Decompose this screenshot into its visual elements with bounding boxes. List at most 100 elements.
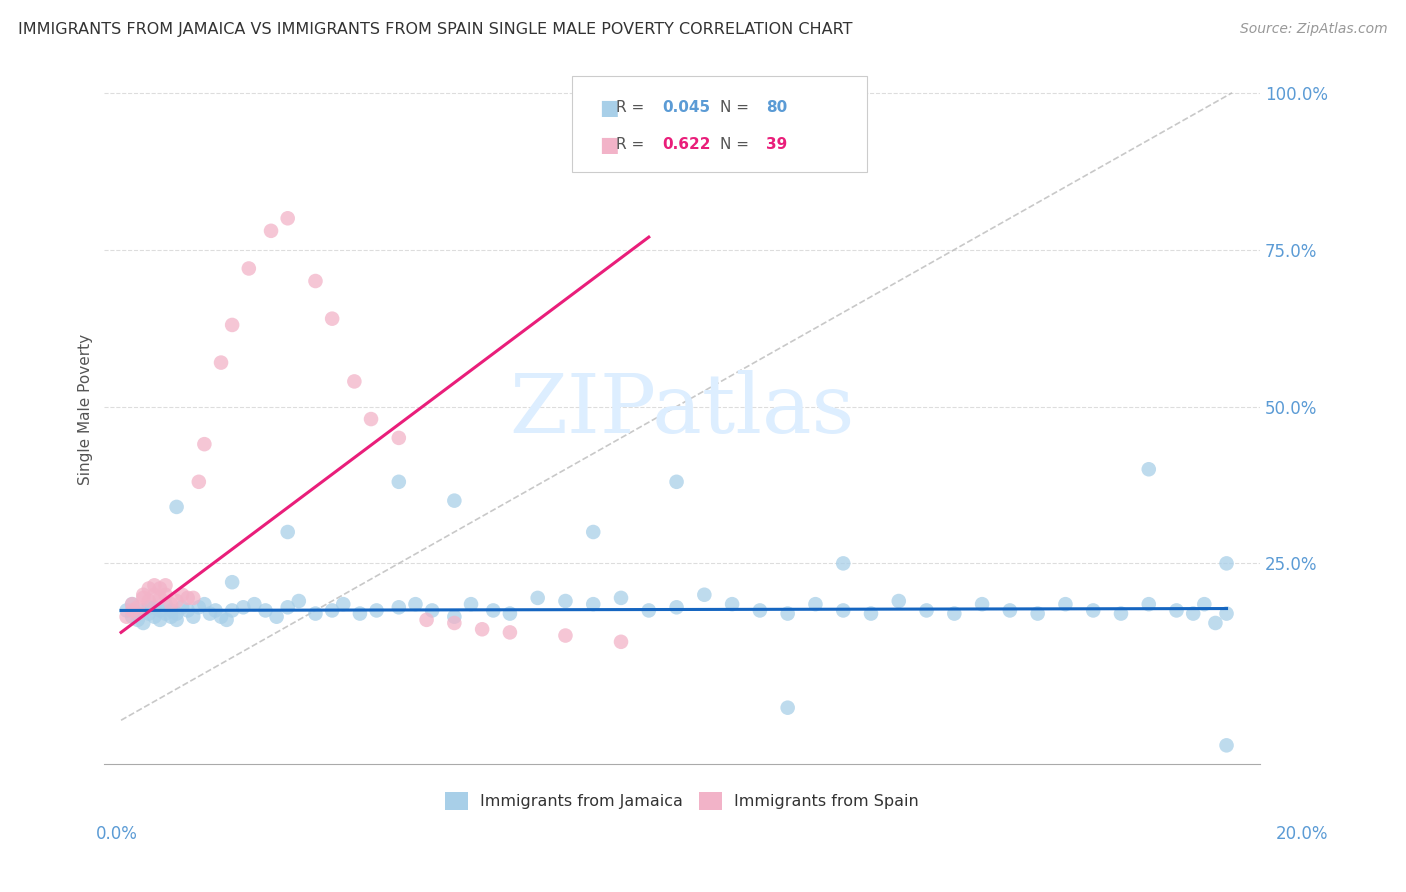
Point <box>1166 603 1188 617</box>
Point <box>166 594 188 608</box>
Point <box>832 557 855 571</box>
Point <box>155 607 177 621</box>
Point <box>215 613 238 627</box>
Point <box>1182 607 1205 621</box>
Point <box>143 600 166 615</box>
Point <box>155 588 177 602</box>
Point <box>554 628 576 642</box>
Text: ZIPatlas: ZIPatlas <box>509 369 855 450</box>
Point <box>554 594 576 608</box>
Point <box>127 613 149 627</box>
Point <box>1054 597 1077 611</box>
Point <box>943 607 966 621</box>
Point <box>277 600 299 615</box>
Text: 0.045: 0.045 <box>662 101 710 115</box>
Point <box>160 603 183 617</box>
Point <box>132 603 155 617</box>
Point <box>187 475 209 489</box>
Point <box>915 603 938 617</box>
Point <box>121 597 143 611</box>
Point <box>1215 739 1237 753</box>
Point <box>149 591 172 605</box>
Point <box>665 600 688 615</box>
Point <box>221 575 243 590</box>
Point <box>138 594 160 608</box>
Point <box>582 597 605 611</box>
Point <box>138 582 160 596</box>
Point <box>388 431 411 445</box>
Point <box>288 594 311 608</box>
Point <box>360 412 382 426</box>
Text: 80: 80 <box>766 101 787 115</box>
Point <box>138 607 160 621</box>
Point <box>193 597 215 611</box>
Point <box>160 597 183 611</box>
Point <box>221 318 243 332</box>
Point <box>349 607 371 621</box>
Point <box>177 603 200 617</box>
Text: ■: ■ <box>599 135 619 154</box>
Point <box>859 607 882 621</box>
Point <box>610 591 633 605</box>
Point <box>972 597 994 611</box>
Point <box>482 603 505 617</box>
Point <box>499 625 522 640</box>
FancyBboxPatch shape <box>572 77 868 172</box>
Point <box>443 493 465 508</box>
Text: 20.0%: 20.0% <box>1277 825 1329 843</box>
Point <box>1137 462 1160 476</box>
Legend: Immigrants from Jamaica, Immigrants from Spain: Immigrants from Jamaica, Immigrants from… <box>439 785 925 816</box>
Point <box>121 609 143 624</box>
Point <box>127 600 149 615</box>
Point <box>693 588 716 602</box>
Point <box>254 603 277 617</box>
Point <box>277 524 299 539</box>
Point <box>388 600 411 615</box>
Point <box>1026 607 1049 621</box>
Point <box>155 597 177 611</box>
Point <box>776 607 799 621</box>
Text: R =: R = <box>616 137 650 153</box>
Point <box>804 597 827 611</box>
Point <box>388 475 411 489</box>
Point <box>1109 607 1132 621</box>
Text: 0.622: 0.622 <box>662 137 711 153</box>
Point <box>143 578 166 592</box>
Point <box>209 355 232 369</box>
Point <box>420 603 443 617</box>
Point <box>260 224 283 238</box>
Point <box>166 607 188 621</box>
Point <box>132 615 155 630</box>
Point <box>177 591 200 605</box>
Point <box>187 600 209 615</box>
Point <box>721 597 744 611</box>
Point <box>143 609 166 624</box>
Text: ■: ■ <box>599 98 619 118</box>
Point <box>232 600 254 615</box>
Point <box>776 700 799 714</box>
Point <box>121 597 143 611</box>
Point <box>1204 615 1226 630</box>
Point <box>266 609 288 624</box>
Point <box>204 603 226 617</box>
Point <box>665 475 688 489</box>
Point <box>166 500 188 514</box>
Point <box>172 600 194 615</box>
Point <box>221 603 243 617</box>
Point <box>132 588 155 602</box>
Point <box>405 597 427 611</box>
Point <box>832 603 855 617</box>
Point <box>149 582 172 596</box>
Text: N =: N = <box>720 137 754 153</box>
Point <box>1083 603 1105 617</box>
Point <box>181 591 204 605</box>
Point <box>887 594 910 608</box>
Point <box>526 591 548 605</box>
Point <box>1215 557 1237 571</box>
Point <box>471 622 494 636</box>
Point <box>172 588 194 602</box>
Point <box>243 597 266 611</box>
Point <box>132 591 155 605</box>
Point <box>1215 607 1237 621</box>
Point <box>998 603 1021 617</box>
